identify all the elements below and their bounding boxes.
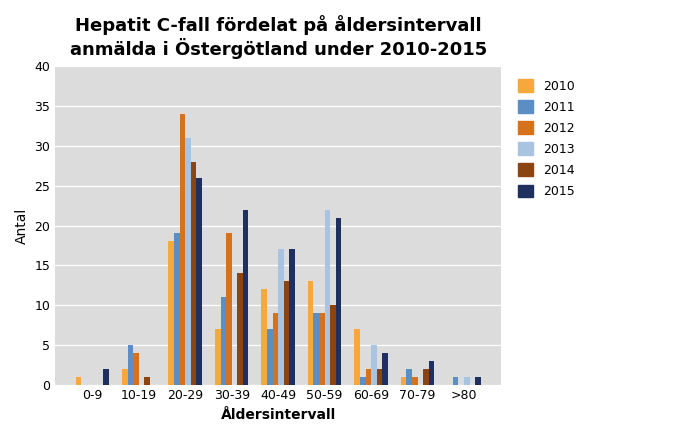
Bar — [243, 210, 248, 385]
Bar — [475, 377, 481, 385]
Bar — [371, 345, 377, 385]
Bar — [174, 233, 180, 385]
Bar — [453, 377, 458, 385]
Bar — [122, 369, 128, 385]
Bar — [191, 162, 196, 385]
Bar — [261, 289, 267, 385]
Bar — [128, 345, 133, 385]
Bar — [429, 361, 434, 385]
Bar — [412, 377, 418, 385]
Bar — [284, 281, 289, 385]
Bar — [355, 329, 360, 385]
X-axis label: Åldersintervall: Åldersintervall — [220, 408, 335, 422]
Bar — [220, 297, 226, 385]
Bar — [226, 233, 232, 385]
Bar — [180, 114, 185, 385]
Title: Hepatit C-fall fördelat på åldersintervall
anmälda i Östergötland under 2010-201: Hepatit C-fall fördelat på åldersinterva… — [69, 15, 487, 59]
Bar — [382, 353, 388, 385]
Bar — [133, 353, 139, 385]
Bar — [75, 377, 81, 385]
Bar — [423, 369, 429, 385]
Bar — [267, 329, 272, 385]
Bar — [401, 377, 406, 385]
Bar — [377, 369, 382, 385]
Bar — [144, 377, 150, 385]
Bar — [289, 250, 295, 385]
Bar — [278, 250, 284, 385]
Bar — [272, 313, 278, 385]
Bar — [366, 369, 371, 385]
Legend: 2010, 2011, 2012, 2013, 2014, 2015: 2010, 2011, 2012, 2013, 2014, 2015 — [512, 73, 581, 205]
Bar — [360, 377, 366, 385]
Bar — [464, 377, 470, 385]
Bar — [104, 369, 109, 385]
Bar — [324, 210, 330, 385]
Bar — [169, 242, 174, 385]
Y-axis label: Antal: Antal — [15, 208, 29, 244]
Bar — [308, 281, 314, 385]
Bar — [319, 313, 324, 385]
Bar — [237, 273, 243, 385]
Bar — [215, 329, 220, 385]
Bar — [406, 369, 412, 385]
Bar — [314, 313, 319, 385]
Bar — [335, 218, 342, 385]
Bar — [330, 305, 335, 385]
Bar — [196, 178, 202, 385]
Bar — [185, 138, 191, 385]
